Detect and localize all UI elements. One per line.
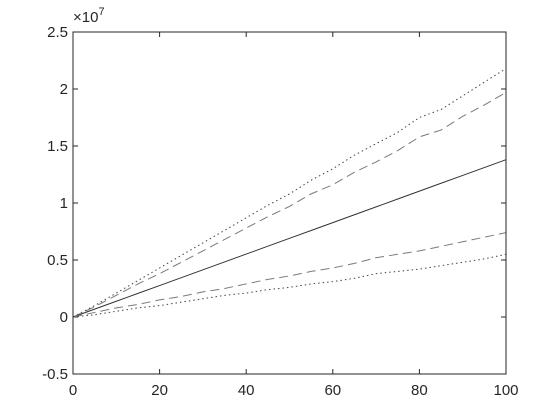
x-tick-label: 60 [324,382,341,399]
line-series [72,253,507,318]
line-series [72,232,507,318]
y-tick-label: -0.5 [42,366,68,383]
y-tick-label: 0.5 [47,252,68,269]
x-tick-label: 40 [238,382,255,399]
y-exponent: 7 [98,6,104,18]
y-tick-label: 2.5 [47,24,68,41]
x-tick-label: 20 [151,382,168,399]
line-series [72,159,507,318]
line-series [72,91,507,318]
y-tick-label: 2 [60,81,68,98]
x-tick-label: 100 [493,382,518,399]
y-tick-label: 1.5 [47,138,68,155]
x-tick-label: 0 [69,382,77,399]
y-tick-label: 1 [60,195,68,212]
y-multiplier: ×10 [73,9,98,26]
x-tick-label: 80 [411,382,428,399]
line-series [72,68,507,318]
y-tick-label: 0 [60,309,68,326]
y-exponent-label: ×107 [73,6,105,26]
plot-frame [72,31,507,375]
